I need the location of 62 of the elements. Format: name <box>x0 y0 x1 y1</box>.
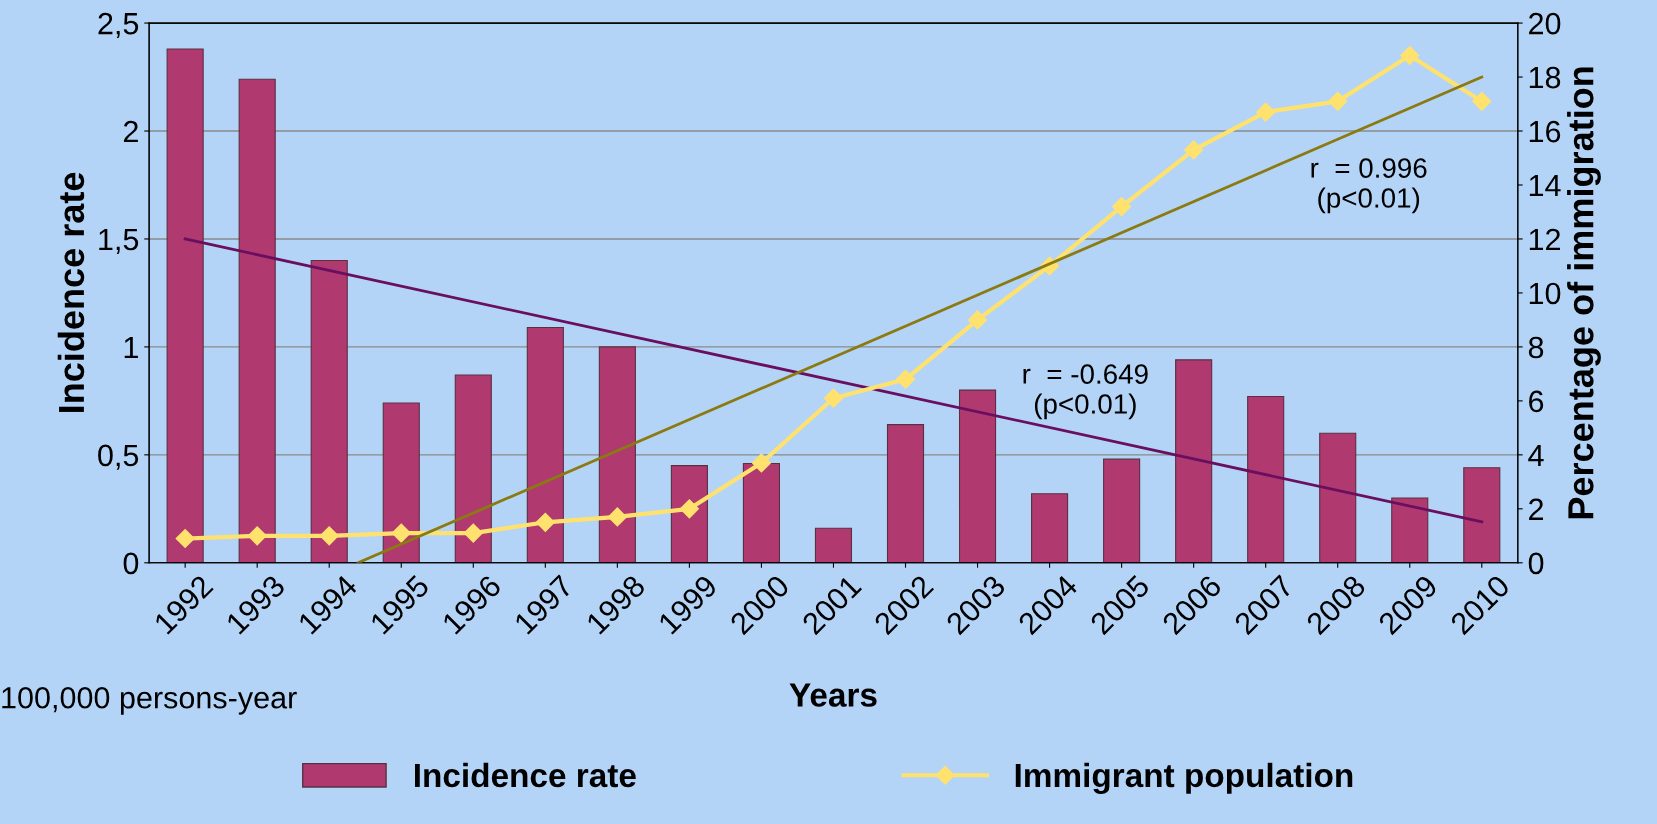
y2-tick-label: 2 <box>1529 498 1543 520</box>
y2-tick-label: 4 <box>1528 444 1544 466</box>
bar <box>454 374 492 563</box>
text: 100,000 persons-year <box>2 686 297 715</box>
y2-tick-label: 8 <box>1528 336 1544 359</box>
point <box>1256 102 1276 122</box>
y-tick-label: 0 <box>123 552 139 575</box>
bar <box>382 402 420 563</box>
y2-tick-label: 12 <box>1529 228 1560 251</box>
point <box>247 526 267 546</box>
y-tick-label: 2 <box>123 120 138 143</box>
bar <box>526 326 564 563</box>
y-tick-label: 2,5 <box>98 12 139 39</box>
bar <box>238 78 276 563</box>
y2-tick-label: 18 <box>1529 66 1561 89</box>
annotation: r = -0.649 (p<0.01) <box>1023 364 1148 420</box>
point <box>968 310 988 330</box>
y2-tick-label: 6 <box>1529 390 1544 413</box>
bar <box>958 389 997 563</box>
y2-axis-title: Percentage of immigration <box>1567 67 1601 519</box>
y-axis-title: Incidence rate <box>57 172 85 412</box>
bar <box>886 424 925 563</box>
y2-tick-label: 16 <box>1529 120 1561 143</box>
y2-tick-label: 10 <box>1529 282 1561 305</box>
bar <box>1175 359 1213 563</box>
bar <box>598 346 636 563</box>
legend-label: Incidence rate <box>414 762 636 788</box>
point <box>1328 91 1348 111</box>
y2-tick-label: 14 <box>1529 175 1561 197</box>
y-tick-label: 1,5 <box>99 229 139 254</box>
bar <box>166 48 204 563</box>
bar <box>1391 497 1429 563</box>
bar <box>742 462 780 563</box>
bar <box>670 465 708 563</box>
bar <box>814 527 853 563</box>
point <box>1112 197 1132 217</box>
point <box>679 499 699 519</box>
y-tick-label: 0,5 <box>98 444 139 470</box>
point <box>751 453 771 473</box>
bar <box>1103 458 1141 563</box>
point <box>895 369 916 389</box>
point <box>175 528 195 549</box>
bar <box>1247 396 1285 563</box>
bar <box>1463 467 1501 563</box>
y2-tick-label: 20 <box>1529 12 1561 35</box>
point <box>535 512 555 532</box>
y2-tick-label: 0 <box>1528 552 1544 575</box>
point <box>1472 91 1492 111</box>
x-axis-title: Years <box>789 683 877 707</box>
annotation: r = 0.996 (p<0.01) <box>1311 158 1427 214</box>
point <box>319 526 339 546</box>
y-tick-label: 1 <box>124 336 138 358</box>
point <box>1400 45 1420 65</box>
point <box>607 507 627 527</box>
point <box>823 388 844 408</box>
bar <box>1319 432 1357 563</box>
point <box>391 523 411 543</box>
point <box>463 523 483 543</box>
legend-label: Immigrant population <box>1015 762 1353 794</box>
point <box>1184 140 1204 160</box>
bar <box>310 259 348 563</box>
bar <box>1031 493 1069 563</box>
